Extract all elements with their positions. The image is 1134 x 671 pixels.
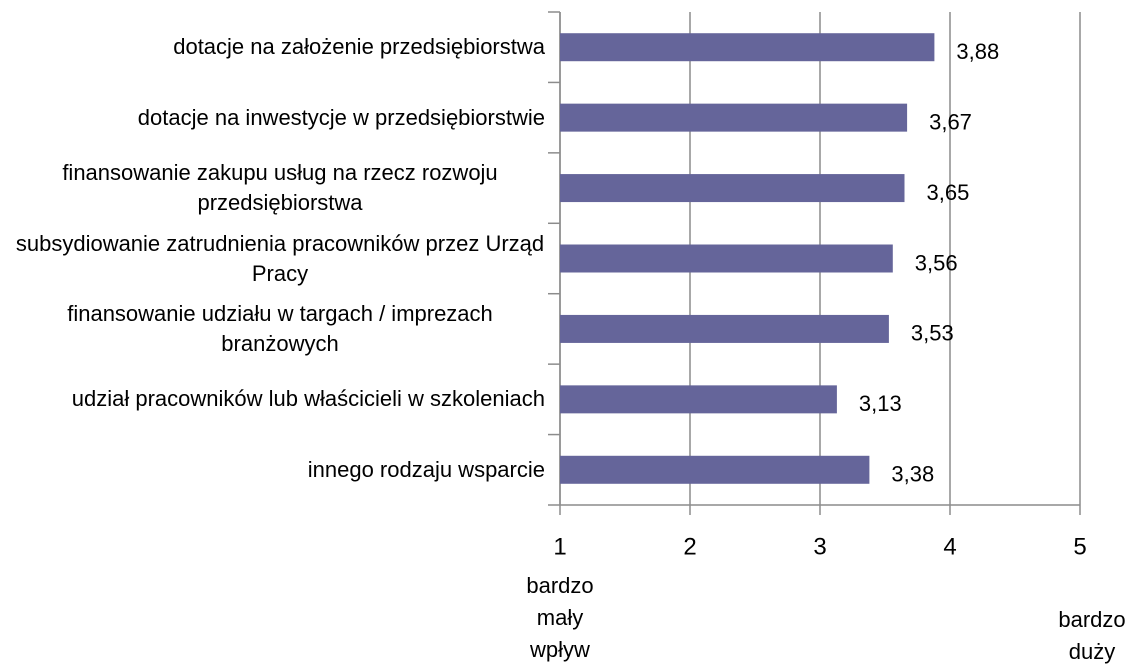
category-label: finansowanie zakupu usług na rzecz rozwo… (62, 160, 498, 216)
bar (560, 244, 893, 273)
bar (560, 174, 905, 203)
bar (560, 455, 870, 484)
value-label: 3,13 (859, 391, 902, 416)
value-label: 3,56 (915, 250, 958, 275)
bar (560, 103, 908, 132)
bar (560, 314, 889, 343)
axis-end-label: bardzo duży wpływ (1058, 607, 1126, 664)
x-tick-label: 3 (813, 533, 826, 560)
value-label: 3,38 (891, 462, 934, 487)
value-label: 3,53 (911, 321, 954, 346)
category-label: dotacje na inwestycje w przedsiębiorstwi… (137, 104, 545, 130)
value-label: 3,65 (927, 180, 970, 205)
value-label: 3,67 (929, 109, 972, 134)
x-tick-label: 2 (683, 533, 696, 560)
category-label: subsydiowanie zatrudnienia pracowników p… (15, 230, 545, 286)
category-label: udział pracowników lub właścicieli w szk… (71, 386, 545, 412)
category-label: innego rodzaju wsparcie (307, 456, 545, 482)
x-tick-label: 1 (553, 533, 566, 560)
category-label: finansowanie udziału w targach / impreza… (67, 300, 493, 356)
category-label: dotacje na założenie przedsiębiorstwa (173, 34, 545, 60)
bar (560, 33, 935, 62)
value-label: 3,88 (956, 39, 999, 64)
x-tick-label: 5 (1073, 533, 1086, 560)
axis-end-label: bardzo mały wpływ (526, 573, 594, 662)
x-tick-label: 4 (943, 533, 956, 560)
bar (560, 385, 837, 414)
